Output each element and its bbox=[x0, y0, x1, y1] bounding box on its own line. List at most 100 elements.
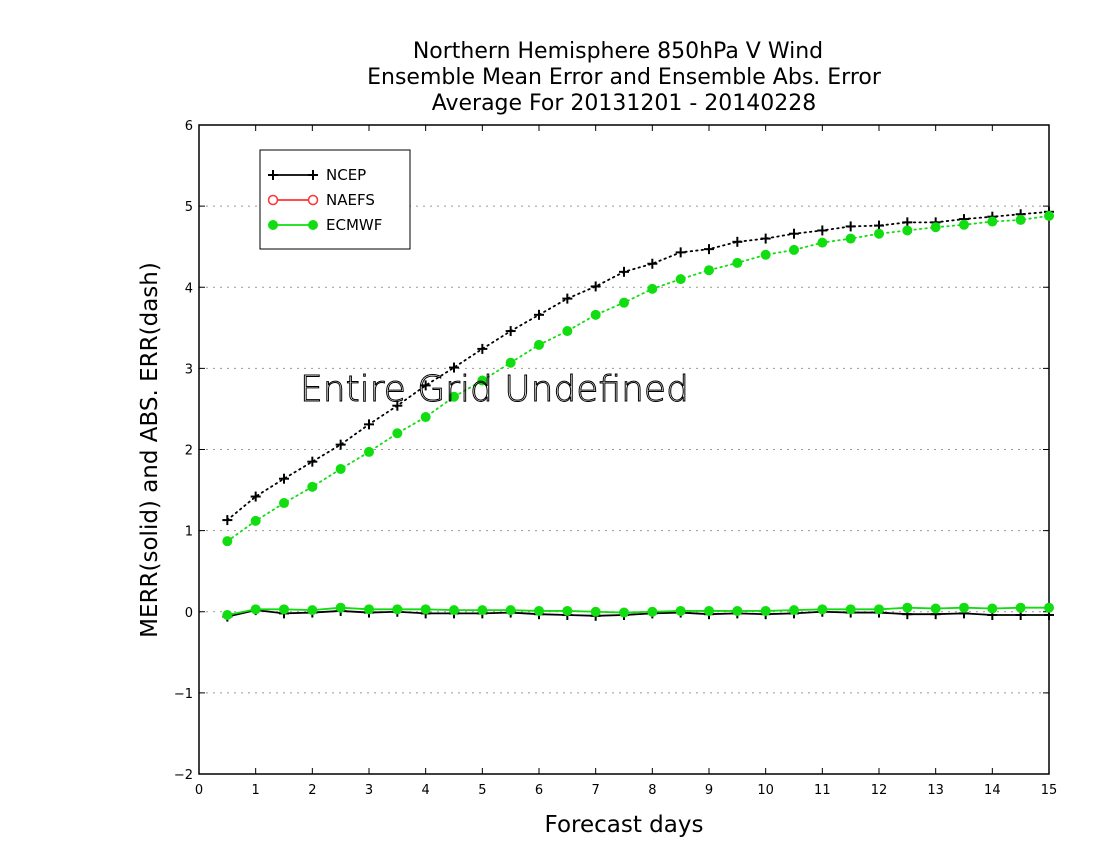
legend-label-naefs: NAEFS bbox=[326, 191, 375, 209]
ncep-abs-err-point bbox=[732, 236, 743, 247]
x-tick-label: 8 bbox=[648, 783, 656, 798]
x-axis-ticks: 0 1 2 3 4 5 6 7 8 9 10 11 12 13 14 15 bbox=[195, 125, 1057, 798]
undefined-grid-overlay: Entire Grid Undefined bbox=[300, 369, 689, 410]
ecmwf-mean-err-point bbox=[449, 605, 459, 616]
ncep-abs-err-point bbox=[335, 439, 346, 450]
ecmwf-mean-err-point bbox=[817, 604, 828, 615]
ecmwf-abs-err-point bbox=[675, 274, 686, 285]
ecmwf-mean-err-point bbox=[222, 609, 233, 620]
ncep-abs-err-point bbox=[562, 293, 573, 304]
ecmwf-abs-err-point bbox=[732, 257, 743, 268]
legend-marker-ncep bbox=[268, 170, 278, 180]
ncep-abs-err-point bbox=[675, 247, 686, 258]
ecmwf-mean-err-point bbox=[1015, 602, 1026, 613]
legend-marker-ecmwf bbox=[308, 220, 318, 230]
ncep-mean-err-line bbox=[227, 609, 1049, 618]
ecmwf-mean-err-point bbox=[930, 603, 941, 614]
ecmwf-abs-err-point bbox=[902, 225, 913, 236]
ecmwf-mean-err-point bbox=[760, 605, 771, 616]
ecmwf-mean-err-point bbox=[307, 605, 318, 616]
x-tick-label: 10 bbox=[757, 783, 774, 798]
ecmwf-abs-err-point bbox=[845, 233, 856, 244]
ncep-abs-err-point bbox=[449, 362, 459, 373]
ecmwf-mean-err-point bbox=[392, 604, 403, 615]
ncep-abs-err-point bbox=[307, 456, 318, 467]
ecmwf-mean-err-point bbox=[987, 603, 998, 614]
legend-label-ecmwf: ECMWF bbox=[326, 216, 382, 234]
ncep-abs-err-point bbox=[789, 228, 799, 239]
ecmwf-mean-err-point bbox=[619, 607, 629, 618]
ncep-abs-err-point bbox=[590, 281, 601, 292]
legend-label-ncep: NCEP bbox=[326, 166, 366, 184]
ecmwf-mean-err-point bbox=[704, 605, 714, 616]
ecmwf-abs-err-point bbox=[364, 446, 374, 457]
ncep-abs-err-point bbox=[760, 233, 771, 244]
ecmwf-abs-err-point bbox=[959, 219, 969, 230]
ecmwf-abs-err-point bbox=[562, 326, 573, 337]
y-tick-label: 3 bbox=[185, 362, 193, 377]
ncep-abs-err-point bbox=[817, 225, 828, 236]
x-tick-label: 13 bbox=[927, 783, 944, 798]
ecmwf-abs-err-point bbox=[619, 297, 629, 308]
ecmwf-mean-err-point bbox=[505, 605, 516, 616]
legend-marker-ncep bbox=[308, 170, 318, 180]
ecmwf-mean-err-point bbox=[845, 604, 856, 615]
ncep-abs-err-point bbox=[364, 419, 374, 430]
x-tick-label: 4 bbox=[422, 783, 430, 798]
y-axis-ticks: −2 −1 0 1 2 3 4 5 6 bbox=[174, 119, 1049, 783]
ecmwf-mean-err-point bbox=[335, 602, 346, 613]
ecmwf-abs-err-point bbox=[987, 216, 998, 227]
ecmwf-mean-err-point bbox=[732, 605, 743, 616]
legend-marker-ecmwf bbox=[268, 220, 278, 230]
y-tick-label: 1 bbox=[185, 525, 193, 540]
ecmwf-mean-err-point bbox=[562, 605, 573, 616]
y-axis-label: MERR(solid) and ABS. ERR(dash) bbox=[137, 262, 163, 638]
ecmwf-abs-err-point bbox=[930, 222, 941, 233]
title-line-1: Northern Hemisphere 850hPa V Wind bbox=[413, 39, 823, 64]
ecmwf-abs-err-point bbox=[760, 249, 771, 260]
ecmwf-mean-err-point bbox=[1044, 602, 1054, 613]
x-tick-label: 2 bbox=[308, 783, 316, 798]
ncep-abs-err-point bbox=[392, 400, 403, 411]
title-line-2: Ensemble Mean Error and Ensemble Abs. Er… bbox=[367, 65, 882, 90]
ecmwf-mean-err-point bbox=[279, 604, 289, 615]
ecmwf-abs-err-point bbox=[647, 283, 658, 294]
ecmwf-abs-err-point bbox=[534, 339, 544, 350]
ecmwf-abs-err-point bbox=[449, 391, 459, 402]
ecmwf-mean-err-point bbox=[874, 604, 884, 615]
ecmwf-abs-err-point bbox=[250, 515, 261, 526]
y-tick-label: −1 bbox=[174, 687, 193, 702]
ncep-abs-err-point bbox=[279, 473, 289, 484]
ncep-abs-err-point bbox=[505, 326, 516, 337]
x-tick-label: 5 bbox=[478, 783, 486, 798]
y-tick-label: −2 bbox=[174, 768, 193, 783]
x-tick-label: 9 bbox=[705, 783, 713, 798]
x-tick-label: 15 bbox=[1041, 783, 1058, 798]
y-tick-label: 0 bbox=[185, 606, 193, 621]
ncep-abs-err-point bbox=[250, 491, 261, 502]
ecmwf-abs-err-point bbox=[590, 309, 601, 320]
ecmwf-abs-err-point bbox=[222, 536, 233, 547]
ecmwf-mean-err-point bbox=[477, 605, 488, 616]
ncep-abs-err-point bbox=[704, 244, 714, 255]
ncep-abs-err-point bbox=[845, 221, 856, 232]
ecmwf-mean-err-point bbox=[902, 602, 913, 613]
x-tick-label: 1 bbox=[252, 783, 260, 798]
x-axis-label: Forecast days bbox=[545, 812, 704, 838]
ncep-abs-err-point bbox=[534, 309, 544, 320]
x-tick-label: 6 bbox=[535, 783, 543, 798]
x-tick-label: 12 bbox=[871, 783, 888, 798]
ecmwf-mean-err-point bbox=[959, 602, 969, 613]
ecmwf-mean-err-point bbox=[590, 606, 601, 617]
legend-marker-naefs bbox=[307, 194, 319, 206]
series-layer bbox=[222, 206, 1054, 622]
ecmwf-mean-err-point bbox=[789, 605, 799, 616]
ecmwf-mean-err-point bbox=[534, 605, 544, 616]
ncep-abs-err-point bbox=[222, 515, 233, 526]
chart-title: Northern Hemisphere 850hPa V Wind Ensemb… bbox=[367, 39, 882, 116]
ecmwf-abs-err-point bbox=[1015, 214, 1026, 225]
y-tick-label: 2 bbox=[185, 444, 193, 459]
x-tick-label: 11 bbox=[814, 783, 831, 798]
x-tick-label: 3 bbox=[365, 783, 373, 798]
